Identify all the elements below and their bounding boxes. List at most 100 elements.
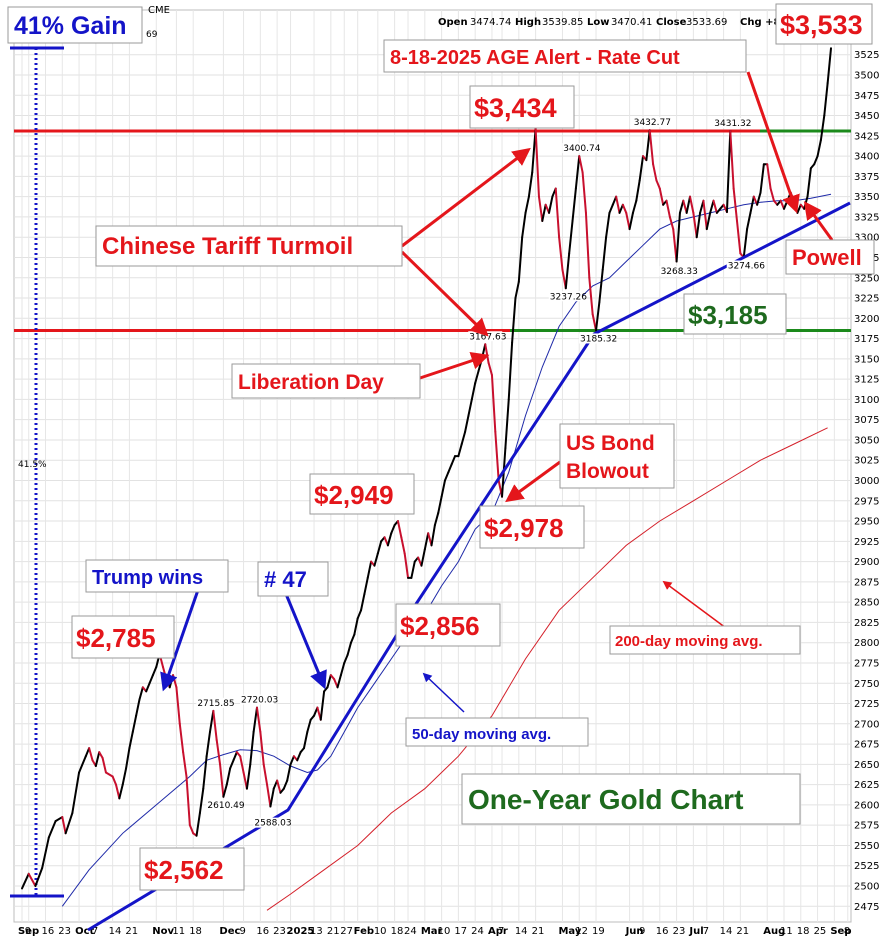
y-tick-label: 2725 [854,699,879,710]
price-segment [702,199,708,231]
price-segment [302,730,309,750]
x-tick-label: 18 [797,926,810,937]
svg-text:$2,785: $2,785 [76,623,156,653]
price-segment [27,872,37,887]
price-segment [507,341,514,401]
price-segment [490,374,497,433]
svg-text:Powell: Powell [792,245,862,270]
y-tick-label: 2675 [854,740,879,751]
price-segment [71,771,81,815]
price-segment [675,211,681,263]
y-tick-label: 2525 [854,861,879,872]
price-segment [47,820,57,839]
price-segment [289,755,295,766]
price-segment [628,211,634,231]
ma200-line [266,427,828,911]
x-tick-label: Apr [488,926,508,937]
price-segment [349,633,356,644]
y-tick-label: 2950 [854,517,879,528]
price-segment [447,463,453,474]
point-label: 2715.85 [197,699,234,709]
price-segment [118,783,124,800]
price-segment [443,471,450,482]
price-segment [88,747,94,762]
price-segment [245,763,252,790]
price-segment [769,187,775,202]
price-segment [645,129,651,162]
x-tick-label: 18 [391,926,404,937]
open-label: Open [438,17,468,28]
price-2978-callout: $2,978 [479,505,585,549]
y-tick-label: 2475 [854,902,879,913]
ma200-callout: 200-day moving avg. [609,625,801,655]
price-segment [517,236,524,283]
x-tick-label: 16 [41,926,54,937]
gain-callout: 41% Gain [7,6,143,44]
price-segment [759,163,765,194]
svg-text:$3,533: $3,533 [780,10,863,40]
x-tick-label: 10 [374,926,387,937]
price-segment [618,203,624,214]
x-tick-label: 21 [736,926,749,937]
price-segment [578,155,584,174]
price-segment [631,199,638,214]
price-segment [326,674,332,689]
price-segment [276,779,282,794]
price-segment [689,195,695,214]
price-segment [296,751,302,762]
price-segment [534,127,540,198]
price-segment [262,763,269,786]
x-tick-label: 24 [404,926,417,937]
price-segment [568,219,574,255]
y-tick-label: 2850 [854,598,879,609]
x-tick-label: 7 [703,926,709,937]
price-segment [665,199,671,218]
price-segment [732,187,739,222]
close-label: Close [656,17,687,28]
x-tick-label: 2025 [287,926,315,937]
forty-seven-callout: # 47 [257,561,329,597]
tariff-arrow-down [400,250,489,337]
price-segment [749,195,755,214]
price-segment [608,203,614,214]
price-segment [145,682,151,693]
price-segment [648,129,655,166]
bond-arrow [505,460,561,503]
exchange-label: CME [148,5,170,16]
price-segment [615,195,621,214]
price-segment [474,370,480,385]
x-tick-label: 27 [340,926,353,937]
price-segment [266,783,272,808]
price-segment [437,495,443,514]
point-label-bg [562,143,597,154]
x-tick-label: 8 [844,926,850,937]
price-segment [239,755,245,774]
price-segment [484,343,490,364]
y-tick-label: 3525 [854,50,879,61]
x-tick-label: Jun [625,926,644,937]
y-tick-label: 3325 [854,212,879,223]
price-segment [729,129,735,190]
powell-callout: Powell [785,239,875,275]
price-segment [537,195,544,222]
price-segment [487,361,493,377]
point-label-bg [726,260,761,271]
point-label-bg [253,817,288,828]
price-segment [182,751,188,778]
x-tick-label: 9 [639,926,645,937]
x-tick-label: Mar [421,926,443,937]
y-tick-label: 3400 [854,152,879,163]
price-segment [343,653,349,664]
y-tick-label: 2925 [854,537,879,548]
price-segment [494,430,500,482]
price-segment [269,787,275,808]
price-segment [433,511,440,527]
price-segment [376,540,383,555]
y-tick-label: 2550 [854,841,879,852]
low-label: Low [587,17,609,28]
ma50-callout: 50-day moving avg. [405,717,589,747]
price-segment [135,698,141,717]
y-tick-label: 3475 [854,91,879,102]
point-label-bg [659,266,694,277]
